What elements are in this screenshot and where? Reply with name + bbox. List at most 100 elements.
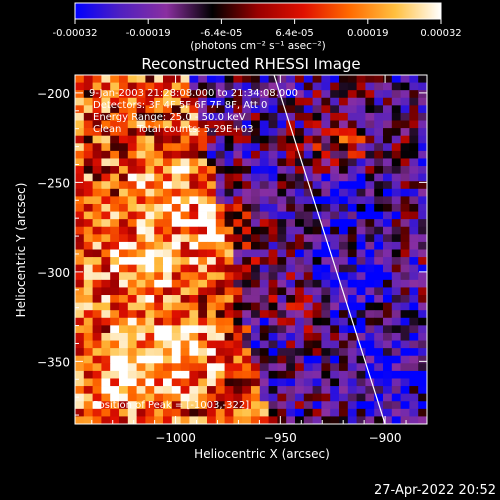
heatmap-cell bbox=[224, 135, 234, 144]
heatmap-cell bbox=[189, 112, 199, 121]
heatmap-cell bbox=[75, 355, 85, 364]
heatmap-cell bbox=[418, 386, 427, 395]
heatmap-cell bbox=[383, 112, 393, 121]
heatmap-cell bbox=[215, 408, 225, 417]
heatmap-cell bbox=[136, 401, 146, 410]
heatmap-cell bbox=[83, 408, 93, 417]
heatmap-cell bbox=[418, 348, 427, 357]
heatmap-cell bbox=[163, 249, 173, 258]
heatmap-cell bbox=[383, 105, 393, 114]
heatmap-cell bbox=[163, 325, 173, 334]
heatmap-cell bbox=[110, 287, 120, 296]
heatmap-cell bbox=[251, 370, 261, 379]
heatmap-cell bbox=[409, 112, 419, 121]
heatmap-cell bbox=[215, 393, 225, 402]
heatmap-cell bbox=[198, 295, 208, 304]
heatmap-cell bbox=[119, 211, 129, 220]
heatmap-cell bbox=[127, 158, 137, 167]
heatmap-cell bbox=[171, 75, 181, 83]
heatmap-cell bbox=[356, 264, 366, 273]
heatmap-cell bbox=[75, 348, 85, 357]
heatmap-cell bbox=[154, 287, 164, 296]
heatmap-cell bbox=[312, 173, 322, 182]
heatmap-cell bbox=[75, 416, 85, 424]
heatmap-cell bbox=[277, 295, 287, 304]
heatmap-cell bbox=[400, 393, 410, 402]
heatmap-cell bbox=[242, 393, 252, 402]
heatmap-cell bbox=[145, 97, 155, 106]
heatmap-cell bbox=[242, 355, 252, 364]
heatmap-cell bbox=[127, 188, 137, 197]
heatmap-cell bbox=[119, 105, 129, 114]
heatmap-cell bbox=[251, 378, 261, 387]
heatmap-cell bbox=[312, 279, 322, 288]
heatmap-cell bbox=[339, 173, 349, 182]
heatmap-cell bbox=[418, 317, 427, 326]
heatmap-cell bbox=[418, 340, 427, 349]
heatmap-cell bbox=[251, 363, 261, 372]
heatmap-cell bbox=[286, 150, 296, 159]
heatmap-cell bbox=[233, 112, 243, 121]
heatmap-cell bbox=[207, 386, 217, 395]
heatmap-cell bbox=[215, 181, 225, 190]
heatmap-cell bbox=[154, 97, 164, 106]
heatmap-cell bbox=[145, 143, 155, 152]
heatmap-cell bbox=[409, 386, 419, 395]
heatmap-cell bbox=[312, 241, 322, 250]
heatmap-cell bbox=[145, 393, 155, 402]
heatmap-cell bbox=[312, 196, 322, 205]
heatmap-cell bbox=[127, 340, 137, 349]
heatmap-cell bbox=[400, 401, 410, 410]
heatmap-cell bbox=[207, 211, 217, 220]
heatmap-cell bbox=[180, 287, 190, 296]
heatmap-cell bbox=[330, 249, 340, 258]
heatmap-cell bbox=[101, 264, 111, 273]
heatmap-cell bbox=[277, 196, 287, 205]
heatmap-cell bbox=[207, 272, 217, 281]
heatmap-cell bbox=[259, 257, 269, 266]
heatmap-cell bbox=[339, 378, 349, 387]
heatmap-cell bbox=[198, 355, 208, 364]
heatmap-cell bbox=[242, 279, 252, 288]
heatmap-cell bbox=[163, 295, 173, 304]
heatmap-cell bbox=[303, 112, 313, 121]
heatmap-cell bbox=[259, 105, 269, 114]
heatmap-cell bbox=[277, 370, 287, 379]
heatmap-cell bbox=[295, 128, 305, 137]
heatmap-cell bbox=[383, 310, 393, 319]
heatmap-cell bbox=[277, 203, 287, 212]
heatmap-cell bbox=[391, 181, 401, 190]
heatmap-cell bbox=[110, 310, 120, 319]
heatmap-cell bbox=[347, 332, 357, 341]
heatmap-cell bbox=[233, 363, 243, 372]
heatmap-cell bbox=[277, 188, 287, 197]
heatmap-cell bbox=[119, 158, 129, 167]
heatmap-cell bbox=[418, 112, 427, 121]
heatmap-cell bbox=[119, 257, 129, 266]
heatmap-cell bbox=[391, 302, 401, 311]
heatmap-cell bbox=[383, 188, 393, 197]
heatmap-cell bbox=[418, 196, 427, 205]
heatmap-cell bbox=[92, 120, 102, 129]
heatmap-cell bbox=[356, 90, 366, 99]
heatmap-cell bbox=[312, 332, 322, 341]
heatmap-cell bbox=[356, 325, 366, 334]
heatmap-cell bbox=[198, 272, 208, 281]
heatmap-cell bbox=[391, 272, 401, 281]
heatmap-cell bbox=[83, 340, 93, 349]
heatmap-cell bbox=[251, 112, 261, 121]
heatmap-cell bbox=[356, 272, 366, 281]
heatmap-cell bbox=[171, 112, 181, 121]
heatmap-cell bbox=[418, 203, 427, 212]
heatmap-cell bbox=[242, 416, 252, 424]
heatmap-cell bbox=[286, 219, 296, 228]
heatmap-cell bbox=[136, 90, 146, 99]
heatmap-cell bbox=[180, 310, 190, 319]
heatmap-cell bbox=[145, 219, 155, 228]
heatmap-cell bbox=[374, 279, 384, 288]
heatmap-cell bbox=[303, 158, 313, 167]
heatmap-cell bbox=[259, 211, 269, 220]
heatmap-cell bbox=[400, 143, 410, 152]
heatmap-cell bbox=[383, 378, 393, 387]
heatmap-cell bbox=[339, 226, 349, 235]
